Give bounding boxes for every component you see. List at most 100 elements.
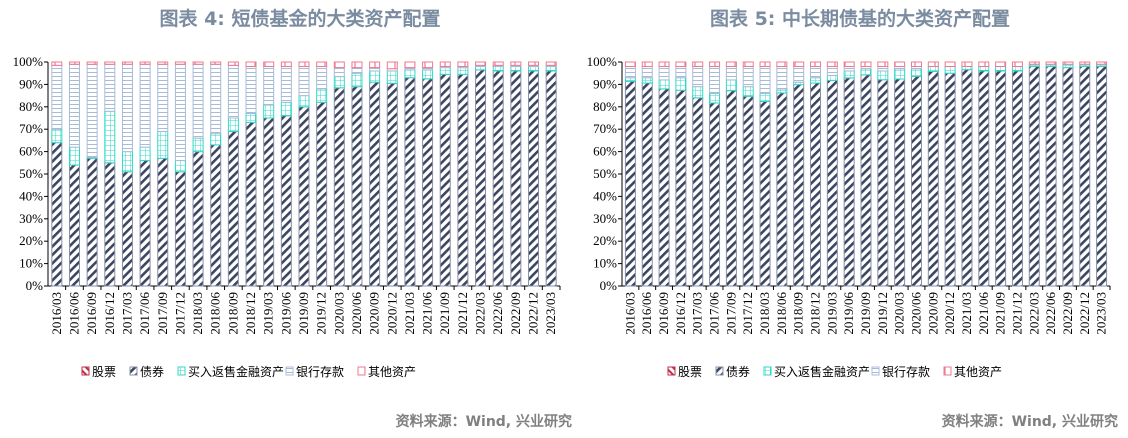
y-tick-label: 30% [593, 211, 617, 226]
x-tick-label: 2016/06 [639, 292, 654, 335]
bar-other [351, 61, 363, 69]
x-tick-label: 2018/06 [208, 292, 223, 335]
bar-repo [51, 128, 63, 144]
x-tick-label: 2019/06 [278, 292, 293, 335]
bar-other [1045, 61, 1057, 65]
y-tick-label: 100% [13, 54, 44, 69]
bar-deposits [316, 65, 328, 90]
bar-other [174, 61, 186, 65]
bar-repo [528, 65, 540, 72]
y-tick-label: 90% [19, 76, 43, 91]
bar-other [227, 61, 239, 66]
bar-bonds [624, 80, 636, 287]
bar-other [776, 61, 788, 67]
x-tick-label: 2017/06 [707, 292, 722, 335]
bar-deposits [121, 63, 133, 153]
bar-other [810, 61, 822, 67]
x-tick-label: 2020/09 [367, 292, 382, 335]
x-tick-label: 2021/09 [993, 292, 1008, 335]
x-tick-label: 2019/06 [841, 292, 856, 335]
bar-bonds [510, 70, 522, 287]
x-tick-label: 2016/06 [66, 292, 81, 335]
bar-bonds [174, 171, 186, 287]
bar-bonds [475, 69, 487, 287]
x-tick-label: 2020/12 [942, 292, 957, 335]
bar-bonds [51, 142, 63, 287]
bar-bonds [843, 77, 855, 287]
bar-bonds [978, 70, 990, 287]
bar-other [439, 61, 451, 67]
source-note: 资料来源：Wind, 兴业研究 [396, 413, 572, 430]
bar-bonds [280, 115, 292, 287]
legend-label: 买入返售金融资产 [774, 364, 870, 379]
bar-repo [910, 68, 922, 77]
bar-repo [492, 65, 504, 72]
bar-other [910, 61, 922, 67]
bar-repo [351, 72, 363, 88]
bar-bonds [439, 73, 451, 287]
bar-repo [174, 160, 186, 173]
bar-other [121, 61, 133, 65]
bar-other [675, 61, 687, 67]
y-tick-label: 70% [593, 121, 617, 136]
bar-repo [860, 68, 872, 76]
x-tick-label: 2016/12 [102, 292, 117, 335]
bar-other [192, 61, 204, 65]
bar-repo [843, 70, 855, 79]
x-tick-label: 2021/12 [455, 292, 470, 335]
bar-bonds [245, 121, 257, 287]
bar-bonds [927, 70, 939, 287]
bar-deposits [280, 65, 292, 103]
x-tick-label: 2016/09 [84, 292, 99, 335]
bar-bonds [545, 70, 557, 287]
x-tick-label: 2016/03 [49, 292, 64, 335]
x-tick-label: 2021/09 [437, 292, 452, 335]
bar-bonds [404, 77, 416, 287]
x-tick-label: 2017/06 [137, 292, 152, 335]
x-tick-label: 2020/12 [384, 292, 399, 335]
legend-label: 其他资产 [368, 365, 416, 379]
x-tick-label: 2023/03 [543, 292, 558, 335]
y-tick-label: 30% [19, 211, 43, 226]
bar-other [528, 61, 540, 66]
bar-bonds [139, 160, 151, 287]
y-tick-label: 40% [593, 188, 617, 203]
y-tick-label: 0% [600, 278, 618, 293]
legend-label: 银行存款 [296, 365, 344, 379]
bar-bonds [298, 106, 310, 287]
x-tick-label: 2022/09 [508, 292, 523, 335]
x-tick-label: 2019/03 [261, 292, 276, 335]
y-tick-label: 80% [593, 99, 617, 114]
x-tick-label: 2017/12 [172, 292, 187, 335]
legend-swatch-deposits [871, 366, 880, 376]
bar-repo [263, 104, 275, 119]
y-tick-label: 0% [26, 278, 44, 293]
bar-other [742, 61, 754, 67]
bar-deposits [298, 65, 310, 97]
bar-deposits [624, 65, 636, 79]
bar-other [298, 61, 310, 67]
bar-bonds [528, 70, 540, 287]
bar-repo [157, 130, 169, 159]
bar-repo [333, 76, 345, 89]
bar-other [658, 61, 670, 67]
bar-deposits [725, 65, 737, 81]
x-tick-label: 2022/03 [473, 292, 488, 335]
bar-repo [675, 77, 687, 91]
bar-repo [742, 86, 754, 97]
bar-repo [457, 67, 469, 75]
bar-repo [280, 101, 292, 117]
chart-title: 图表 5: 中长期债基的大类资产配置 [710, 7, 1010, 30]
x-tick-label: 2020/03 [331, 292, 346, 335]
bar-bonds [422, 78, 434, 287]
bar-bonds [1079, 65, 1091, 287]
bar-repo [210, 133, 222, 146]
x-tick-label: 2021/06 [420, 292, 435, 335]
x-tick-label: 2018/09 [791, 292, 806, 335]
x-tick-label: 2016/09 [656, 292, 671, 335]
x-tick-label: 2018/06 [774, 292, 789, 335]
x-tick-label: 2021/03 [959, 292, 974, 335]
bar-other [759, 61, 771, 67]
y-tick-label: 20% [19, 233, 43, 248]
x-tick-label: 2022/09 [1060, 292, 1075, 335]
